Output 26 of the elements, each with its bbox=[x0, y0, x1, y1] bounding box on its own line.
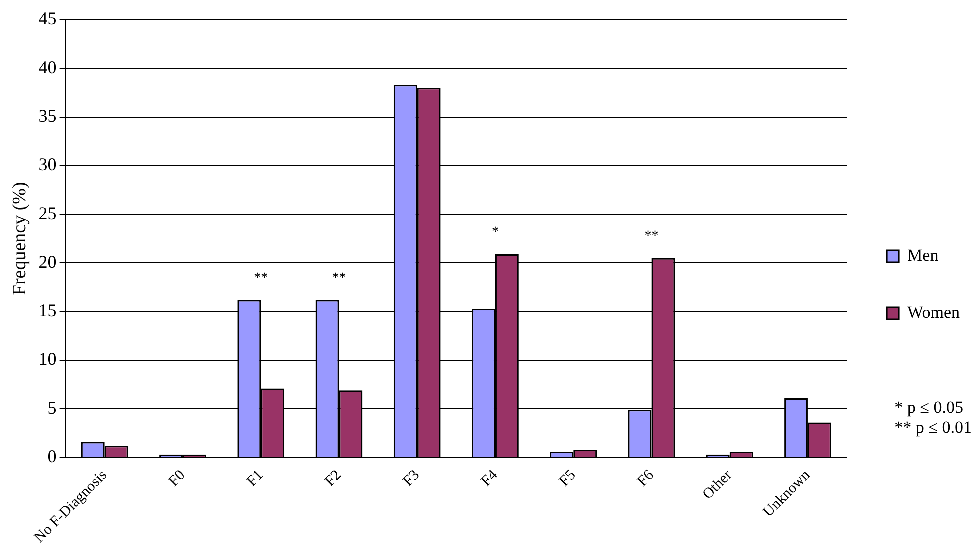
x-tick-label: F6 bbox=[634, 467, 658, 490]
y-axis-title: Frequency (%) bbox=[9, 182, 30, 296]
y-tick-label: 10 bbox=[38, 349, 57, 370]
x-tick-label: F1 bbox=[244, 467, 267, 490]
text: ** p ≤ 0.01 bbox=[894, 418, 972, 438]
x-tick-label: F4 bbox=[478, 467, 502, 490]
y-tick-label: 45 bbox=[38, 8, 57, 29]
annotation: ** bbox=[332, 270, 346, 286]
y-tick-label: 40 bbox=[38, 57, 57, 78]
legend-label: Women bbox=[908, 302, 960, 322]
annotation: ** bbox=[254, 270, 268, 286]
legend-label: Men bbox=[908, 246, 940, 265]
annotation: ** bbox=[644, 229, 659, 244]
y-tick-label: 20 bbox=[38, 252, 57, 272]
x-tick-label: F3 bbox=[400, 467, 423, 490]
x-tick-label: F2 bbox=[322, 467, 345, 490]
x-tick-label: F0 bbox=[166, 467, 189, 490]
y-tick-label: 35 bbox=[38, 106, 57, 126]
x-tick-label: F5 bbox=[556, 467, 580, 490]
y-tick-label: 0 bbox=[48, 446, 57, 467]
y-tick-label: 30 bbox=[38, 154, 57, 175]
text: * p ≤ 0.05 bbox=[894, 398, 964, 418]
y-tick-label: 25 bbox=[38, 203, 57, 224]
y-tick-label: 5 bbox=[48, 398, 57, 418]
annotation: * bbox=[492, 225, 499, 240]
y-tick-label: 15 bbox=[38, 300, 57, 321]
